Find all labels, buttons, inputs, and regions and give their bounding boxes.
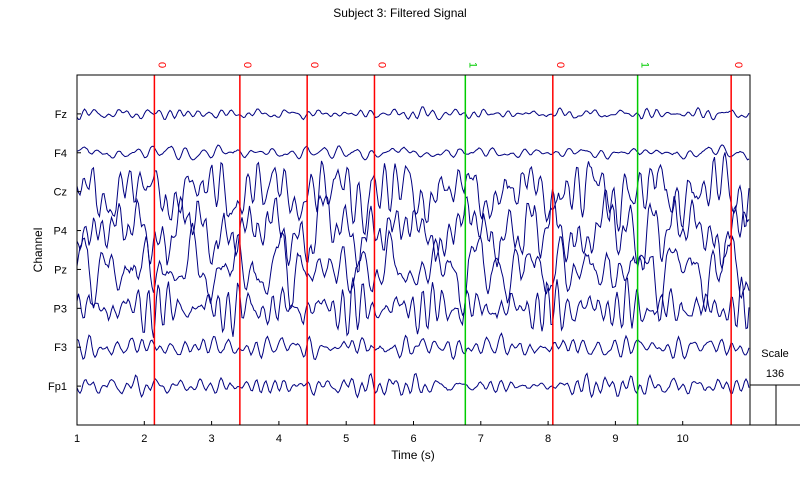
event-label: 0 bbox=[241, 62, 253, 68]
x-axis-label: Time (s) bbox=[391, 448, 435, 462]
x-tick-label: 10 bbox=[677, 433, 689, 445]
events-layer: 0 0 0 0 1 0 1 0 bbox=[153, 62, 744, 425]
event-label: 0 bbox=[308, 62, 320, 68]
y-tick-label-p4: P4 bbox=[54, 226, 67, 238]
x-tick-label: 6 bbox=[410, 433, 416, 445]
scale-value: 136 bbox=[766, 368, 784, 380]
x-tick-label: 9 bbox=[612, 433, 618, 445]
event-label: 1 bbox=[639, 62, 651, 68]
y-tick-label-f3: F3 bbox=[54, 342, 67, 354]
event-label: 0 bbox=[375, 62, 387, 68]
trace-fz bbox=[76, 106, 750, 121]
y-tick-label-cz: Cz bbox=[54, 187, 67, 199]
trace-f4 bbox=[76, 144, 750, 161]
scale-label: Scale bbox=[761, 348, 789, 360]
x-tick-label: 8 bbox=[545, 433, 551, 445]
x-tick-label: 3 bbox=[209, 433, 215, 445]
y-tick-label-p3: P3 bbox=[54, 303, 67, 315]
x-tick-label: 5 bbox=[343, 433, 349, 445]
x-tick-label: 4 bbox=[276, 433, 282, 445]
chart-title: Subject 3: Filtered Signal bbox=[333, 6, 466, 20]
trace-f3 bbox=[76, 332, 750, 361]
event-label: 0 bbox=[732, 62, 744, 68]
y-axis: Fz F4 Cz P4 Pz P3 F3 Fp1 bbox=[48, 109, 81, 393]
y-tick-label-pz: Pz bbox=[54, 264, 67, 276]
trace-pz bbox=[76, 222, 750, 323]
trace-p3 bbox=[76, 276, 750, 338]
y-axis-label: Channel bbox=[31, 228, 45, 273]
x-tick-label: 1 bbox=[74, 433, 80, 445]
scale-indicator: Scale 136 bbox=[750, 348, 800, 426]
x-axis: 1 2 3 4 5 6 7 8 9 10 bbox=[74, 421, 689, 445]
event-label: 1 bbox=[466, 62, 478, 68]
traces-layer bbox=[76, 106, 750, 399]
event-label: 0 bbox=[554, 62, 566, 68]
trace-fp1 bbox=[76, 372, 750, 399]
y-tick-label-f4: F4 bbox=[54, 148, 67, 160]
y-tick-label-fp1: Fp1 bbox=[48, 381, 67, 393]
x-tick-label: 2 bbox=[141, 433, 147, 445]
y-tick-label-fz: Fz bbox=[55, 109, 67, 121]
event-label: 0 bbox=[155, 62, 167, 68]
plot-frame bbox=[76, 74, 751, 426]
x-tick-label: 7 bbox=[478, 433, 484, 445]
